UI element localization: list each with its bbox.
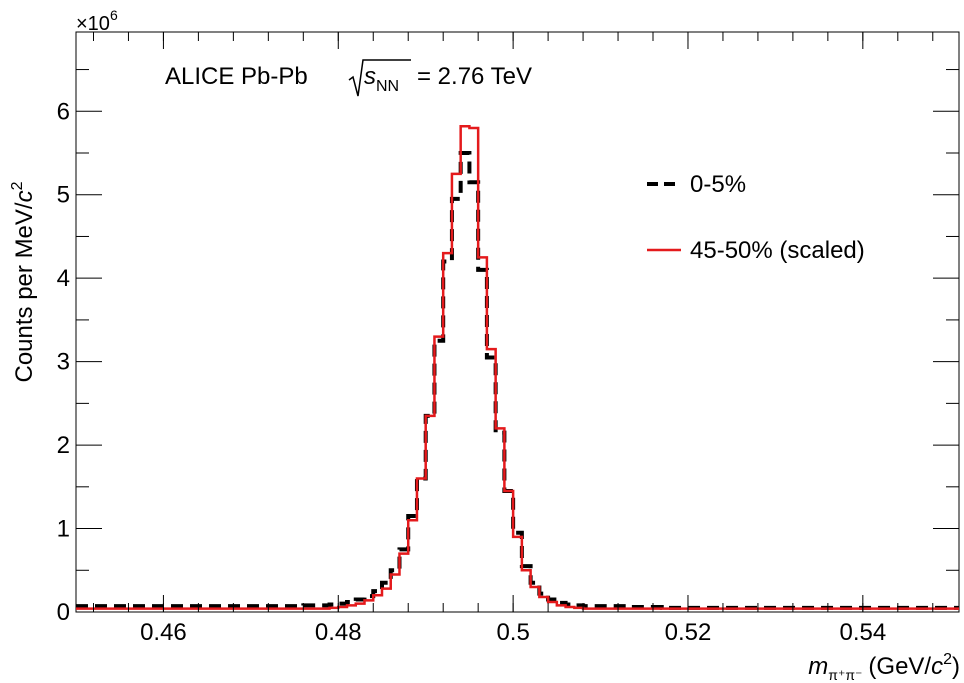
x-tick-label: 0.46	[140, 619, 187, 646]
x-tick-label: 0.54	[839, 619, 886, 646]
y-tick-label: 5	[57, 182, 70, 209]
y-axis-label: Counts per MeV/c2	[9, 181, 38, 382]
y-tick-label: 1	[57, 516, 70, 543]
y-tick-label: 4	[57, 265, 70, 292]
y-tick-label: 3	[57, 349, 70, 376]
y-tick-label: 2	[57, 432, 70, 459]
x-tick-label: 0.52	[665, 619, 712, 646]
y-tick-label: 6	[57, 98, 70, 125]
sqrt-symbol	[348, 59, 411, 97]
series-layer	[76, 125, 959, 610]
y-tick-label: 0	[57, 599, 70, 626]
plot-area-border	[75, 31, 960, 613]
x-tick-label: 0.48	[315, 619, 362, 646]
annotation-prefix: ALICE Pb-Pb	[165, 63, 308, 90]
annotation-sqrt-term: sNN	[364, 63, 399, 95]
legend-label-1: 45-50% (scaled)	[690, 237, 865, 264]
series-line-0	[76, 151, 959, 610]
series-line-1	[76, 125, 959, 610]
experiment-annotation: ALICE Pb-Pb sNN = 2.76 TeV	[165, 59, 532, 97]
legend-label-0: 0-5%	[690, 171, 746, 198]
y-multiplier: ×106	[76, 7, 118, 35]
axes-layer: 0.46 0.48 0.5 0.52 0.54 0 1 2 3 4 5 6	[57, 32, 959, 646]
x-tick-label: 0.5	[496, 619, 529, 646]
x-axis-label: mπ⁺π⁻ (GeV/c2)	[808, 651, 960, 683]
plot-frame	[75, 31, 960, 613]
legend: 0-5% 45-50% (scaled)	[647, 171, 865, 264]
annotation-suffix: = 2.76 TeV	[417, 63, 532, 90]
